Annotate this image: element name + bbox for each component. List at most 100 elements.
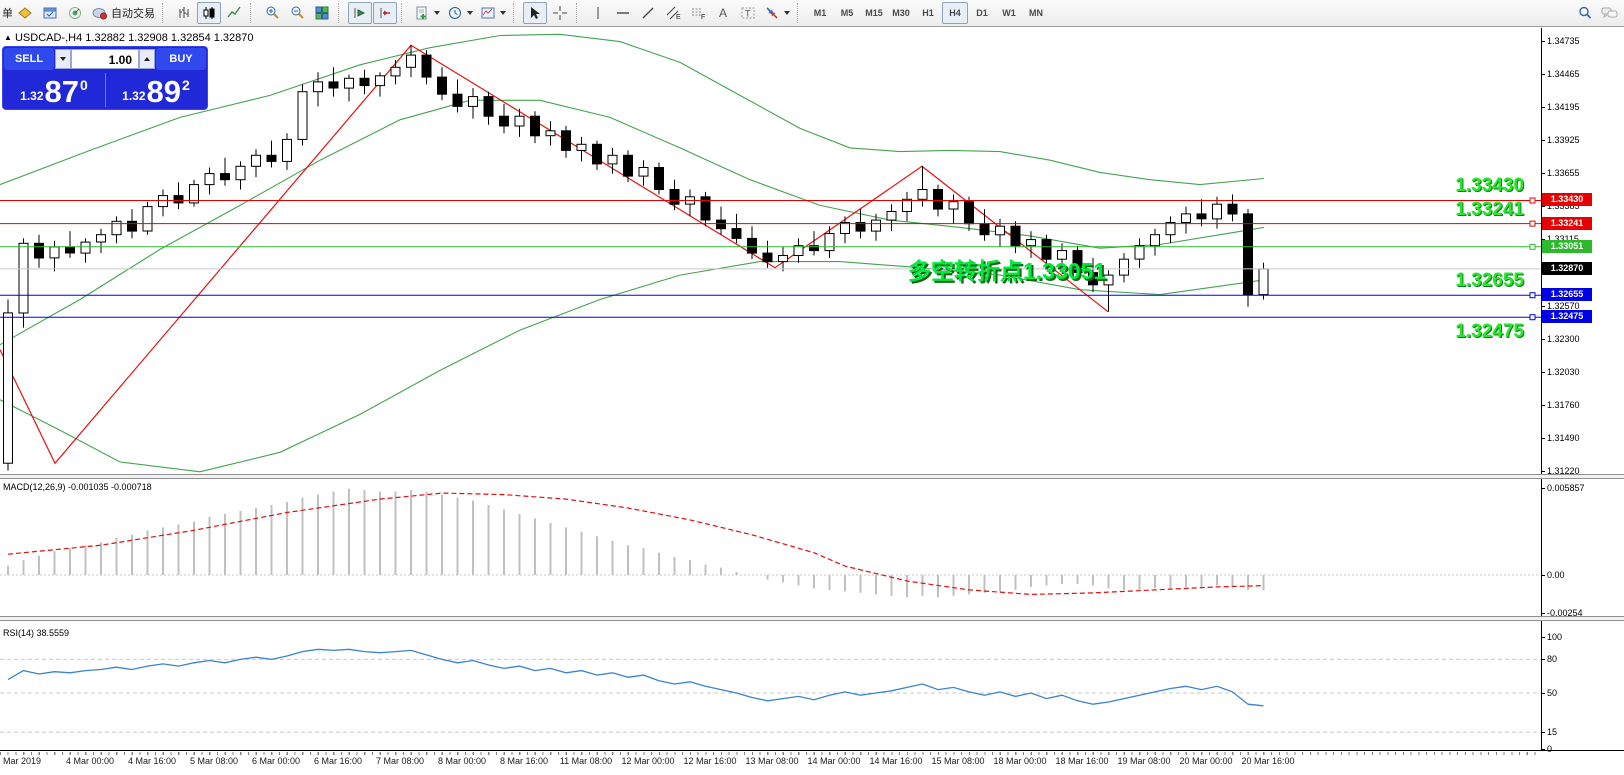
rsi-axis-tick: 50 (1540, 688, 1558, 698)
auto-scroll-icon (352, 5, 368, 21)
chevron-down-icon (434, 11, 440, 15)
y-axis-tick: 1.33655 (1541, 167, 1580, 178)
chat-button[interactable] (1598, 2, 1622, 24)
toolbar-grip[interactable] (797, 3, 803, 23)
tile-windows-icon (314, 5, 330, 21)
horizontal-line-button[interactable] (611, 2, 635, 24)
timeframe-w1[interactable]: W1 (1002, 8, 1016, 18)
panel-splitter[interactable] (0, 474, 1624, 479)
periods-button[interactable] (444, 2, 476, 24)
x-axis-label: 6 Mar 00:00 (251, 756, 301, 766)
toolbar-grip[interactable] (513, 3, 519, 23)
timeframe-m15[interactable]: M15 (865, 8, 883, 18)
toolbar-grip[interactable] (162, 3, 168, 23)
timeframe-group: M1 M5 M15 M30 H1 H4 D1 W1 MN (807, 2, 1049, 24)
toolbar-grip[interactable] (250, 3, 256, 23)
y-axis-tick: 1.32030 (1541, 366, 1580, 377)
toolbar-grip[interactable] (576, 3, 582, 23)
chart-shift-icon (377, 5, 393, 21)
chart-annotation: 多空转折点1.33051 (908, 258, 1107, 284)
new-order-button[interactable] (13, 2, 37, 24)
x-axis-label: 14 Mar 00:00 (807, 756, 861, 766)
candlestick-button[interactable] (197, 2, 221, 24)
bar-chart-button[interactable] (172, 2, 196, 24)
search-button[interactable] (1573, 2, 1597, 24)
rsi-label: RSI(14) 38.5559 (3, 628, 70, 638)
signals-icon (67, 5, 83, 21)
sell-price[interactable]: 1.32 87 0 (3, 71, 105, 109)
zoom-out-icon (289, 5, 305, 21)
metaeditor-button[interactable] (38, 2, 62, 24)
label-button[interactable]: T (736, 2, 760, 24)
y-axis-tick: 1.33115 (1541, 234, 1579, 244)
x-axis-label: 8 Mar 16:00 (499, 756, 549, 766)
toolbar-grip[interactable] (338, 3, 344, 23)
trade-panel-divider (105, 73, 106, 107)
volume-increase-button[interactable] (139, 49, 155, 69)
vertical-line-button[interactable] (586, 2, 610, 24)
macd-indicator-panel[interactable] (0, 480, 1541, 614)
indicators-icon (414, 5, 430, 21)
templates-button[interactable] (477, 2, 509, 24)
rsi-axis-tick: 0 (1540, 744, 1553, 754)
volume-decrease-button[interactable] (55, 49, 71, 69)
crosshair-button[interactable] (548, 2, 572, 24)
vertical-line-icon (590, 5, 606, 21)
periods-icon (447, 5, 463, 21)
autotrading-icon (91, 5, 109, 21)
new-order-icon (17, 5, 33, 21)
rsi-indicator-panel[interactable] (0, 625, 1541, 750)
timeframe-m5[interactable]: M5 (840, 8, 854, 18)
rsi-axis-tick: 100 (1540, 632, 1563, 642)
zoom-in-button[interactable] (260, 2, 284, 24)
tile-windows-button[interactable] (310, 2, 334, 24)
line-chart-button[interactable] (222, 2, 246, 24)
price-tag: 1.33241 (1542, 216, 1592, 230)
autotrading-button[interactable]: 自动交易 (88, 2, 158, 24)
trendline-icon (640, 5, 656, 21)
symbol-ohlc-values: 1.32882 1.32908 1.32854 1.32870 (85, 32, 254, 44)
x-axis-label: 13 Mar 08:00 (745, 756, 799, 766)
x-axis-label: 14 Mar 16:00 (869, 756, 923, 766)
signals-button[interactable] (63, 2, 87, 24)
timeframe-d1[interactable]: D1 (976, 8, 988, 18)
arrows-icon (764, 5, 780, 21)
indicators-button[interactable] (411, 2, 443, 24)
timeframe-h4[interactable]: H4 (942, 2, 968, 24)
panel-splitter[interactable] (0, 616, 1624, 621)
text-button[interactable]: A (711, 2, 735, 24)
timeframe-m1[interactable]: M1 (813, 8, 827, 18)
x-axis-label: 6 Mar 16:00 (313, 756, 363, 766)
buy-price-pip: 2 (182, 77, 190, 93)
x-axis-label: 20 Mar 16:00 (1241, 756, 1295, 766)
x-axis-label: 5 Mar 08:00 (189, 756, 239, 766)
x-axis-label: 7 Mar 08:00 (375, 756, 425, 766)
cursor-button[interactable] (523, 2, 547, 24)
time-axis-border (0, 750, 1624, 751)
main-price-chart[interactable] (0, 28, 1541, 473)
fibonacci-button[interactable]: F (686, 2, 710, 24)
y-axis-tick: 1.31220 (1541, 465, 1580, 476)
timeframe-mn[interactable]: MN (1029, 8, 1043, 18)
level-price-label: 1.33241 (1455, 198, 1524, 220)
y-axis-tick: 1.32570 (1541, 300, 1580, 311)
rsi-axis-tick: 15 (1540, 727, 1558, 738)
buy-price[interactable]: 1.32 89 2 (105, 71, 207, 109)
channel-button[interactable]: E (661, 2, 685, 24)
bar-chart-icon (176, 5, 192, 21)
sell-button[interactable]: SELL (4, 48, 54, 70)
zoom-out-button[interactable] (285, 2, 309, 24)
chart-shift-button[interactable] (373, 2, 397, 24)
timeframe-m30[interactable]: M30 (892, 8, 910, 18)
price-tag: 1.32655 (1542, 288, 1592, 302)
horizontal-line-icon (615, 5, 631, 21)
buy-button[interactable]: BUY (156, 48, 206, 70)
auto-scroll-button[interactable] (348, 2, 372, 24)
price-tag: 1.33430 (1542, 193, 1592, 207)
timeframe-h1[interactable]: H1 (922, 8, 934, 18)
arrows-button[interactable] (761, 2, 793, 24)
toolbar-grip[interactable] (401, 3, 407, 23)
chevron-down-icon (500, 11, 506, 15)
trendline-button[interactable] (636, 2, 660, 24)
volume-input[interactable]: 1.00 (71, 49, 139, 69)
